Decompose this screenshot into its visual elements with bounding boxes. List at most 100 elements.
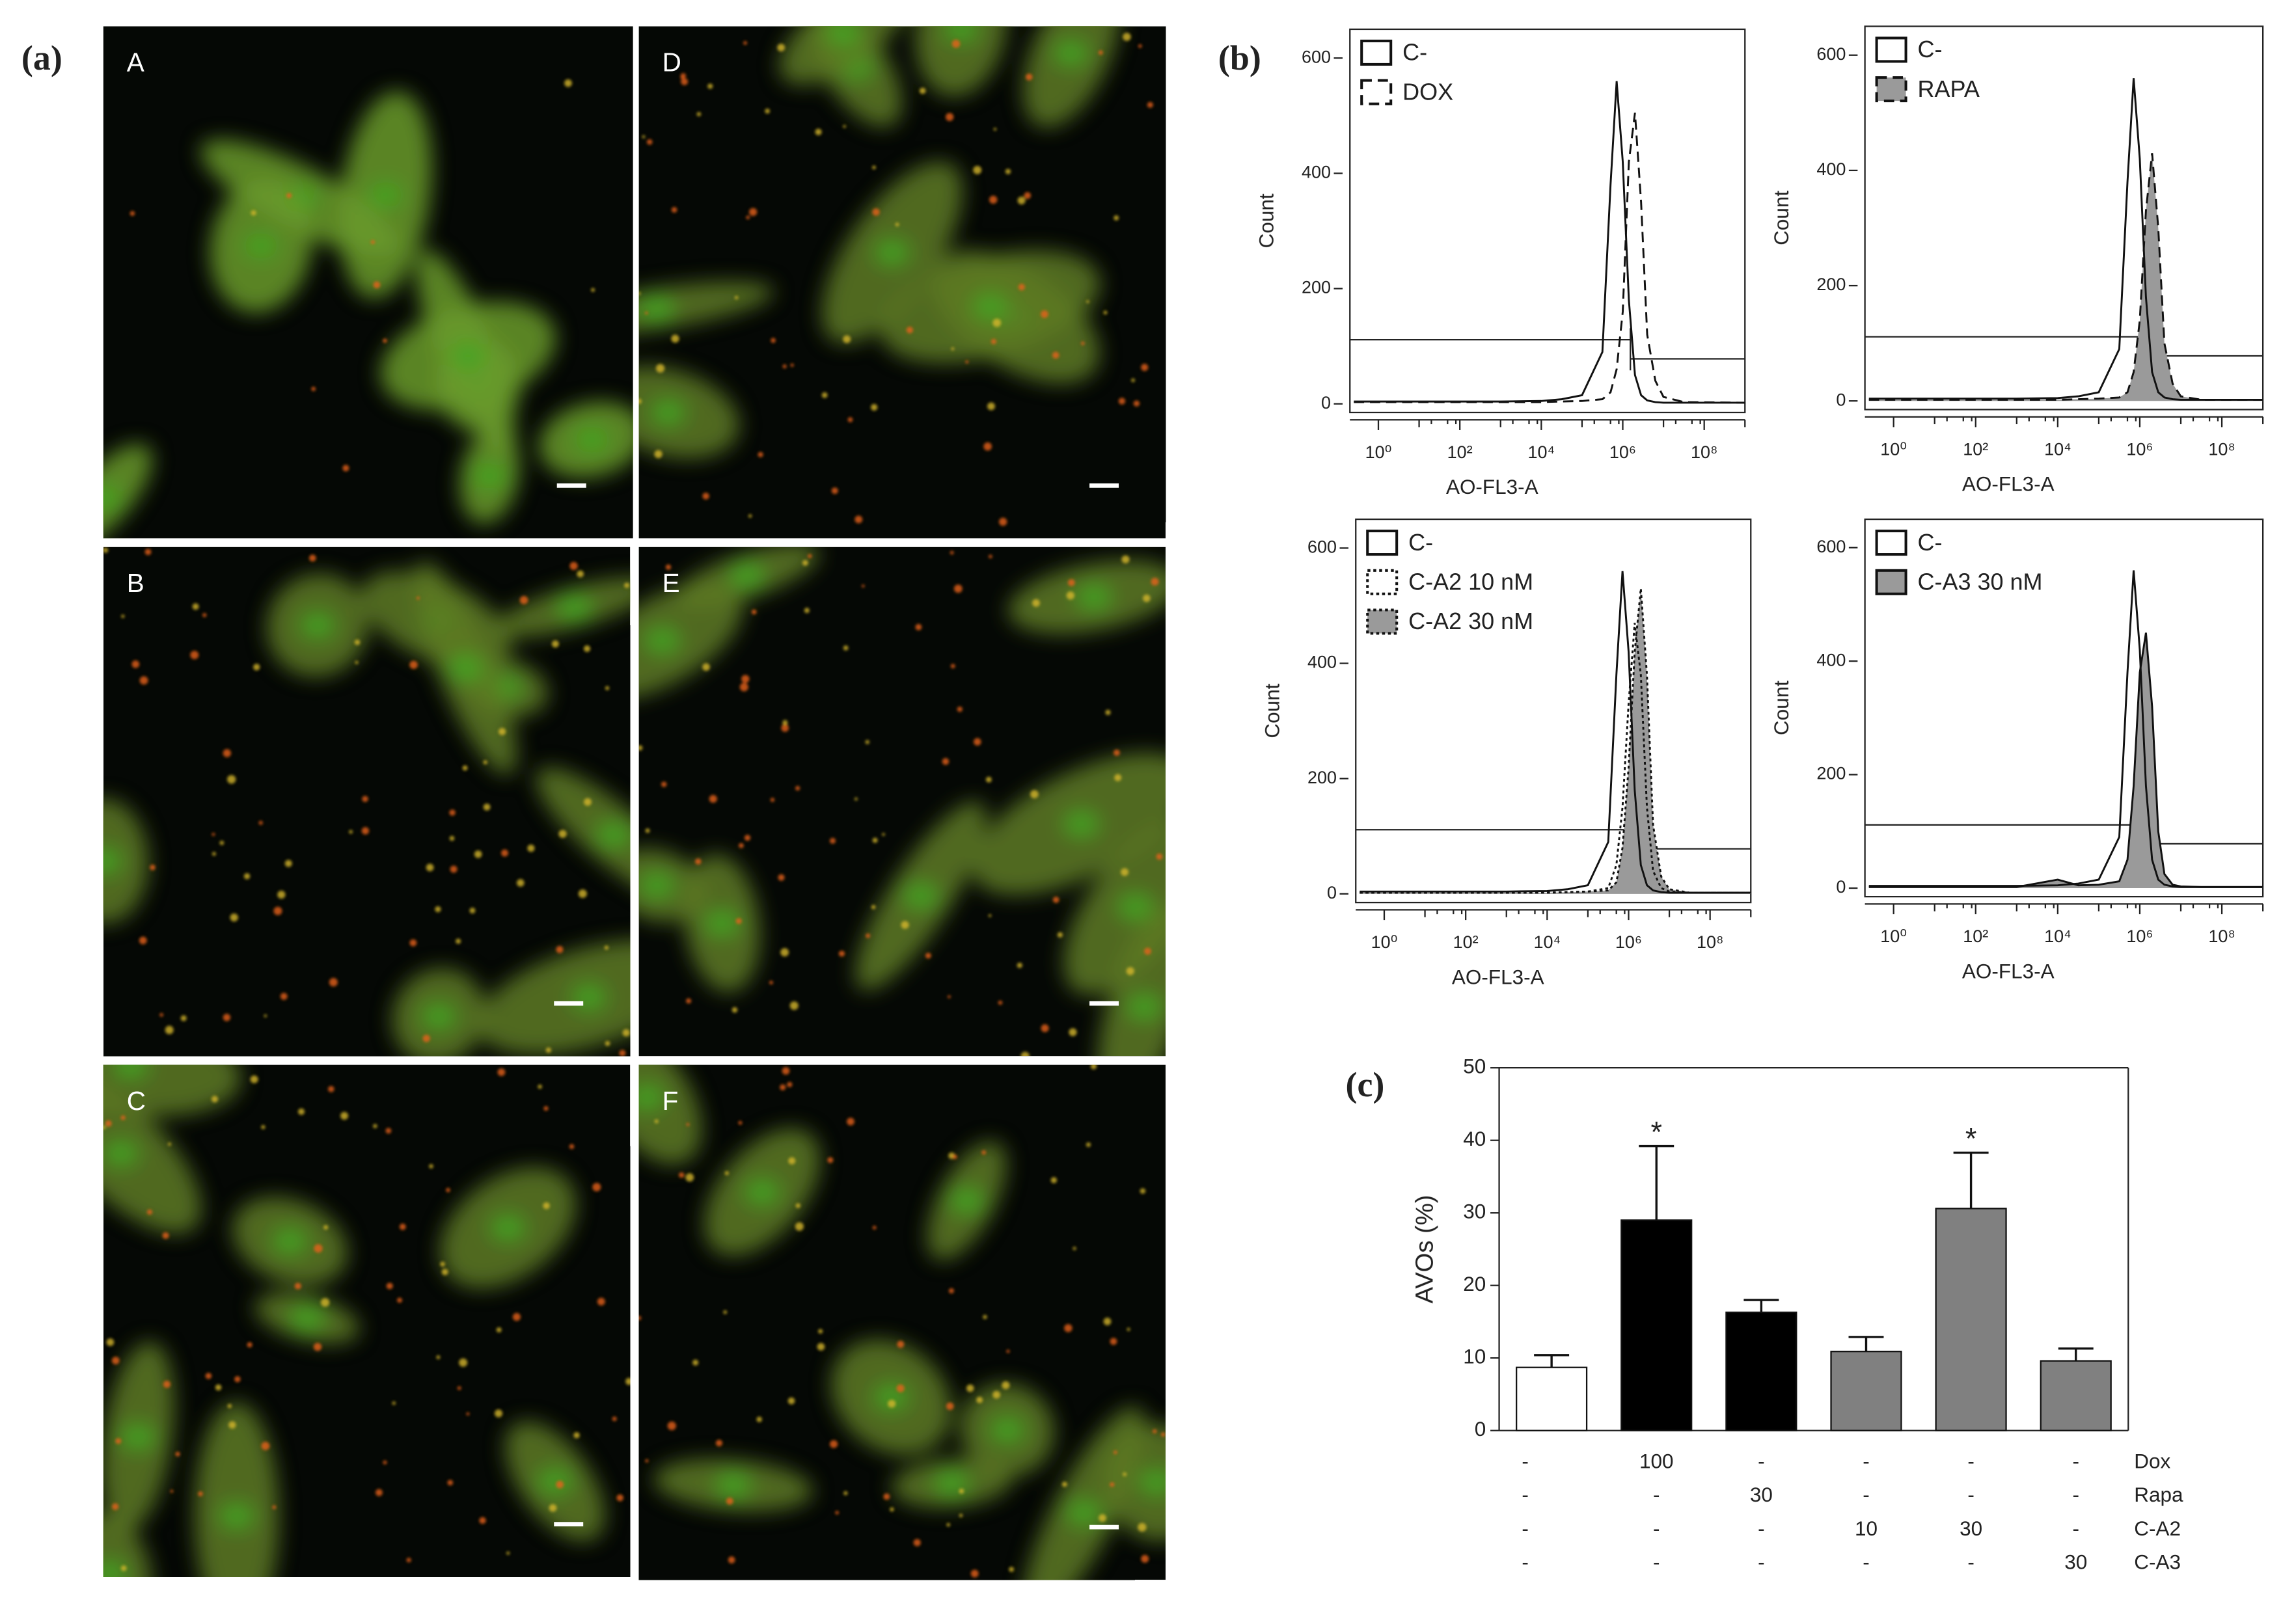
vesicle xyxy=(261,1441,270,1450)
vesicle xyxy=(726,1497,733,1505)
legend-label: C- xyxy=(1408,529,1433,556)
nucleus xyxy=(1139,1469,1166,1496)
vesicle xyxy=(715,1439,723,1447)
vesicle xyxy=(959,1513,963,1517)
vesicle xyxy=(744,835,751,841)
vesicle xyxy=(591,288,595,292)
vesicle xyxy=(950,664,955,669)
y-tick-label: 0 xyxy=(1321,393,1331,412)
vesicle xyxy=(1133,400,1140,407)
x-tick-label: 10⁰ xyxy=(1880,440,1907,459)
x-tick-label: 10² xyxy=(1963,440,1988,459)
vesicle xyxy=(625,1377,631,1385)
treatment-name: Dox xyxy=(2134,1450,2170,1472)
vesicle xyxy=(314,1244,323,1253)
vesicle xyxy=(597,1297,605,1306)
x-tick-label: 10⁰ xyxy=(1365,442,1392,462)
vesicle xyxy=(734,295,739,300)
cells xyxy=(638,26,1153,526)
bar xyxy=(1620,1219,1693,1431)
vesicle xyxy=(272,1505,277,1509)
vesicle xyxy=(340,1111,349,1120)
vesicle xyxy=(205,1372,212,1379)
vesicle xyxy=(795,1222,804,1231)
vesicle xyxy=(604,945,609,950)
vesicle xyxy=(284,859,292,867)
x-tick-label: 10⁶ xyxy=(2126,926,2153,946)
image-label: A xyxy=(127,47,144,77)
vesicle xyxy=(695,858,702,865)
y-tick-label: 600 xyxy=(1816,537,1846,556)
vesicle xyxy=(527,845,535,852)
vesicle xyxy=(243,872,251,880)
bar xyxy=(1516,1366,1588,1431)
y-tick-label: 0 xyxy=(1836,390,1846,409)
nucleus xyxy=(1127,994,1162,1020)
histogram-line xyxy=(1354,113,1745,404)
vesicle xyxy=(180,1015,187,1021)
vesicle xyxy=(1103,310,1108,315)
vesicle xyxy=(686,1122,690,1126)
vesicle xyxy=(383,1460,387,1465)
treatment-cell: 30 xyxy=(2064,1551,2087,1574)
vesicle xyxy=(991,338,996,345)
vesicle xyxy=(951,40,961,48)
vesicle xyxy=(1114,749,1120,756)
vesicle xyxy=(770,798,775,802)
x-tick-label: 10⁴ xyxy=(2044,926,2071,946)
vesicle xyxy=(1110,1338,1117,1345)
histogram-line xyxy=(1360,571,1751,894)
bar xyxy=(2040,1360,2112,1431)
x-tick-label: 10⁸ xyxy=(1691,442,1717,462)
y-tick-label: 0 xyxy=(1836,877,1846,897)
legend-label: C- xyxy=(1918,36,1943,62)
vesicle xyxy=(782,1067,790,1075)
vesicle xyxy=(1121,868,1129,876)
vesicle xyxy=(1064,1323,1073,1332)
treatment-cell: - xyxy=(1522,1450,1528,1472)
treatment-cell: - xyxy=(2072,1517,2079,1540)
nucleus xyxy=(934,1470,970,1496)
vesicle xyxy=(843,125,846,128)
vesicle xyxy=(297,1108,305,1115)
nucleus xyxy=(638,1084,665,1111)
vesicle xyxy=(778,874,785,881)
vesicle xyxy=(738,1120,743,1125)
vesicle xyxy=(219,841,225,845)
y-axis-label: Count xyxy=(1261,683,1284,738)
vesicle xyxy=(115,1438,122,1444)
treatment-cell: - xyxy=(1967,1450,1974,1472)
vesicle xyxy=(1086,1142,1091,1147)
vesicle xyxy=(952,1154,957,1159)
micrograph: C xyxy=(103,1064,631,1577)
treatment-cell: - xyxy=(1863,1450,1869,1472)
vesicle xyxy=(1118,398,1126,405)
vesicle xyxy=(843,645,849,651)
vesicle xyxy=(709,794,717,803)
vesicle xyxy=(212,852,216,856)
vesicle xyxy=(1050,1177,1058,1183)
nucleus xyxy=(639,872,675,899)
y-tick-label: 200 xyxy=(1307,768,1337,787)
vesicle xyxy=(906,327,914,334)
nucleus xyxy=(1053,40,1089,66)
vesicle xyxy=(253,664,260,671)
nucleus xyxy=(715,1472,751,1498)
vesicle xyxy=(616,1494,624,1502)
vesicle xyxy=(769,980,773,985)
vesicle xyxy=(946,1522,950,1527)
vesicle xyxy=(897,1340,905,1348)
y-tick-label: 200 xyxy=(1302,278,1331,297)
cells xyxy=(638,547,1166,1057)
vesicle xyxy=(500,849,509,857)
y-tick-label: 50 xyxy=(1463,1055,1486,1077)
vesicle xyxy=(409,660,418,669)
vesicle xyxy=(1114,1450,1117,1455)
x-tick-label: 10⁸ xyxy=(1697,932,1723,952)
vesicle xyxy=(1147,101,1153,108)
vesicle xyxy=(519,595,528,604)
x-tick-label: 10⁰ xyxy=(1371,932,1398,952)
vesicle xyxy=(758,452,763,457)
histogram-line xyxy=(1868,78,2263,401)
vesicle xyxy=(105,1120,112,1127)
